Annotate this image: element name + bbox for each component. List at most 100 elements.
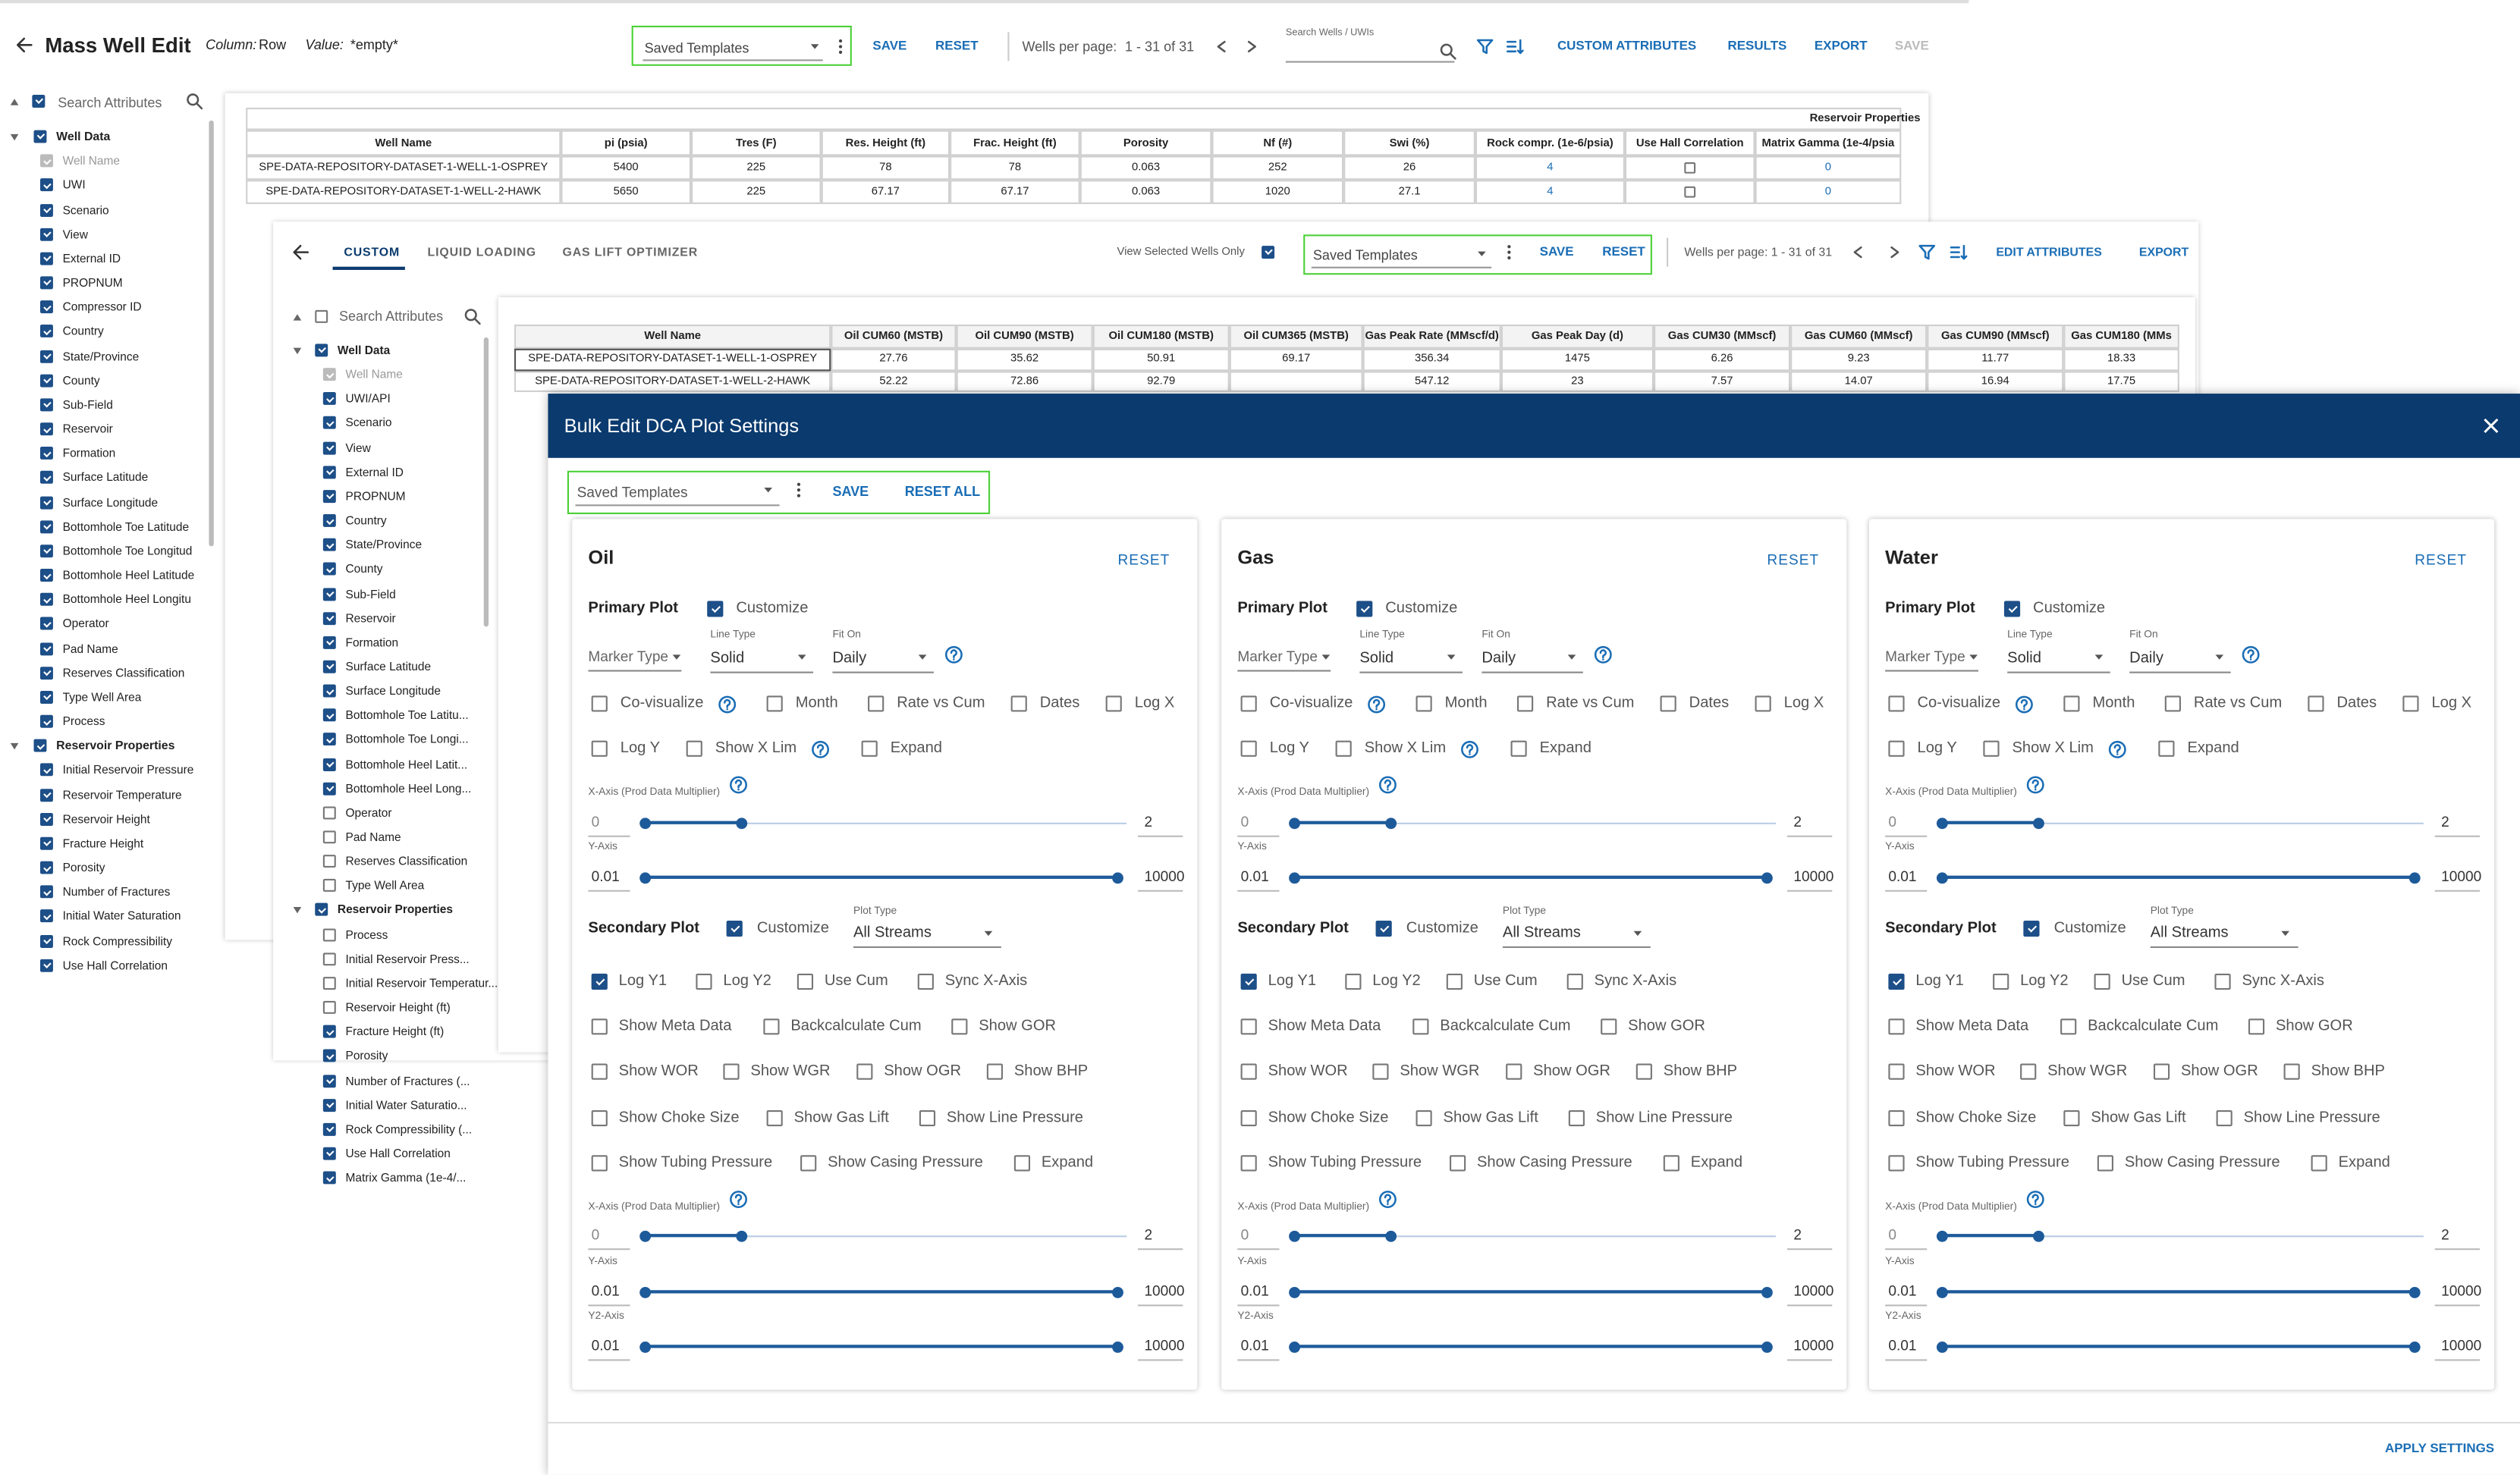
checkbox[interactable] <box>322 1025 336 1039</box>
dropdown-caret[interactable] <box>2214 654 2224 660</box>
checkbox[interactable] <box>1506 1063 1522 1080</box>
checkbox[interactable] <box>322 855 336 868</box>
checkbox[interactable] <box>39 495 53 509</box>
tree-toggle[interactable] <box>293 347 303 355</box>
checkbox[interactable] <box>1660 695 1676 712</box>
checkbox[interactable] <box>39 398 53 412</box>
checkbox[interactable] <box>1663 1155 1679 1172</box>
checkbox[interactable] <box>322 952 336 965</box>
template-select[interactable]: Saved Templates <box>644 39 749 56</box>
more-menu[interactable] <box>1506 244 1512 260</box>
checkbox[interactable] <box>2308 695 2324 712</box>
checkbox[interactable] <box>1888 1109 1905 1127</box>
reset-button[interactable]: RESET <box>1767 551 1820 568</box>
checkbox[interactable] <box>322 1147 336 1160</box>
checkbox[interactable] <box>919 1109 936 1127</box>
checkbox[interactable] <box>322 758 336 770</box>
checkbox[interactable] <box>2063 695 2080 712</box>
checkbox[interactable] <box>322 879 336 893</box>
checkbox[interactable] <box>322 465 336 479</box>
reset-button[interactable]: RESET <box>1117 551 1170 568</box>
export-button[interactable]: EXPORT <box>1814 38 1868 53</box>
checkbox[interactable] <box>39 544 53 557</box>
checkbox[interactable] <box>39 349 53 362</box>
checkbox[interactable] <box>1240 695 1257 712</box>
help-icon[interactable] <box>2015 695 2033 713</box>
checkbox[interactable] <box>1013 1155 1031 1172</box>
checkbox[interactable] <box>591 1155 608 1172</box>
tab[interactable]: CUSTOM <box>344 244 401 259</box>
dropdown-caret[interactable] <box>1477 251 1487 257</box>
checkbox[interactable] <box>322 1000 336 1014</box>
checkbox[interactable] <box>39 154 53 168</box>
checkbox[interactable] <box>2060 1018 2077 1035</box>
checkbox[interactable] <box>322 636 336 649</box>
reset-button[interactable]: RESET <box>1602 244 1645 259</box>
checkbox[interactable] <box>2003 601 2021 617</box>
help-icon[interactable] <box>1461 739 1478 758</box>
checkbox[interactable] <box>315 309 328 323</box>
checkbox[interactable] <box>726 920 743 937</box>
checkbox[interactable] <box>696 973 712 990</box>
checkbox[interactable] <box>1262 246 1275 259</box>
dropdown-caret[interactable] <box>984 931 994 937</box>
reset-button[interactable]: RESET <box>935 38 979 53</box>
fit-on-select[interactable]: Daily <box>1482 649 1516 667</box>
checkbox[interactable] <box>322 514 336 528</box>
checkbox[interactable] <box>39 788 53 802</box>
axis-min[interactable]: 0 <box>591 1226 600 1243</box>
results-button[interactable]: RESULTS <box>1727 38 1787 53</box>
checkbox[interactable] <box>322 708 336 722</box>
checkbox[interactable] <box>868 695 885 712</box>
search-icon[interactable] <box>1440 43 1456 60</box>
checkbox[interactable] <box>39 325 53 338</box>
axis-max[interactable]: 10000 <box>2441 868 2482 885</box>
axis-max[interactable]: 2 <box>1793 1226 1802 1243</box>
checkbox[interactable] <box>39 861 53 874</box>
checkbox[interactable] <box>39 422 53 436</box>
checkbox[interactable] <box>766 695 783 712</box>
checkbox[interactable] <box>1345 973 1362 990</box>
checkbox[interactable] <box>591 1109 608 1127</box>
checkbox[interactable] <box>1888 1063 1905 1080</box>
checkbox[interactable] <box>1240 1018 1257 1035</box>
tree-toggle[interactable] <box>293 312 303 321</box>
checkbox[interactable] <box>1888 1155 1905 1172</box>
next-page[interactable] <box>1247 40 1257 53</box>
line-type-select[interactable]: Solid <box>2007 649 2041 667</box>
axis-max[interactable]: 2 <box>1793 814 1802 830</box>
axis-min[interactable]: 0.01 <box>591 868 620 885</box>
export-button[interactable]: EXPORT <box>2138 244 2189 259</box>
checkbox[interactable] <box>1372 1063 1389 1080</box>
checkbox[interactable] <box>322 1074 336 1087</box>
axis-max[interactable]: 2 <box>2441 814 2449 830</box>
axis-min[interactable]: 0 <box>1240 814 1249 830</box>
checkbox[interactable] <box>2094 973 2110 990</box>
save-button[interactable]: SAVE <box>872 38 907 53</box>
columns-icon[interactable] <box>1506 39 1524 55</box>
help-icon[interactable] <box>812 739 829 758</box>
checkbox[interactable] <box>861 740 878 757</box>
checkbox[interactable] <box>2023 920 2040 937</box>
axis-max[interactable]: 2 <box>1144 814 1153 830</box>
checkbox[interactable] <box>39 203 53 216</box>
template-select[interactable]: Saved Templates <box>577 484 688 501</box>
checkbox[interactable] <box>322 976 336 990</box>
help-icon[interactable] <box>718 695 737 713</box>
checkbox[interactable] <box>1010 695 1027 712</box>
checkbox[interactable] <box>2158 740 2175 757</box>
checkbox[interactable] <box>766 1109 783 1127</box>
axis-min[interactable]: 0.01 <box>1888 1337 1917 1354</box>
back-arrow[interactable] <box>16 37 33 53</box>
next-page[interactable] <box>1890 246 1899 259</box>
checkbox[interactable] <box>1888 973 1905 990</box>
edit-attributes-button[interactable]: EDIT ATTRIBUTES <box>1996 244 2102 259</box>
axis-min[interactable]: 0 <box>1888 1226 1897 1243</box>
checkbox[interactable] <box>32 94 46 108</box>
axis-min[interactable]: 0.01 <box>1888 1282 1917 1299</box>
axis-max[interactable]: 10000 <box>1144 1282 1185 1299</box>
axis-min[interactable]: 0.01 <box>1888 868 1917 885</box>
checkbox[interactable] <box>39 569 53 582</box>
checkbox[interactable] <box>39 714 53 728</box>
checkbox[interactable] <box>1755 695 1771 712</box>
